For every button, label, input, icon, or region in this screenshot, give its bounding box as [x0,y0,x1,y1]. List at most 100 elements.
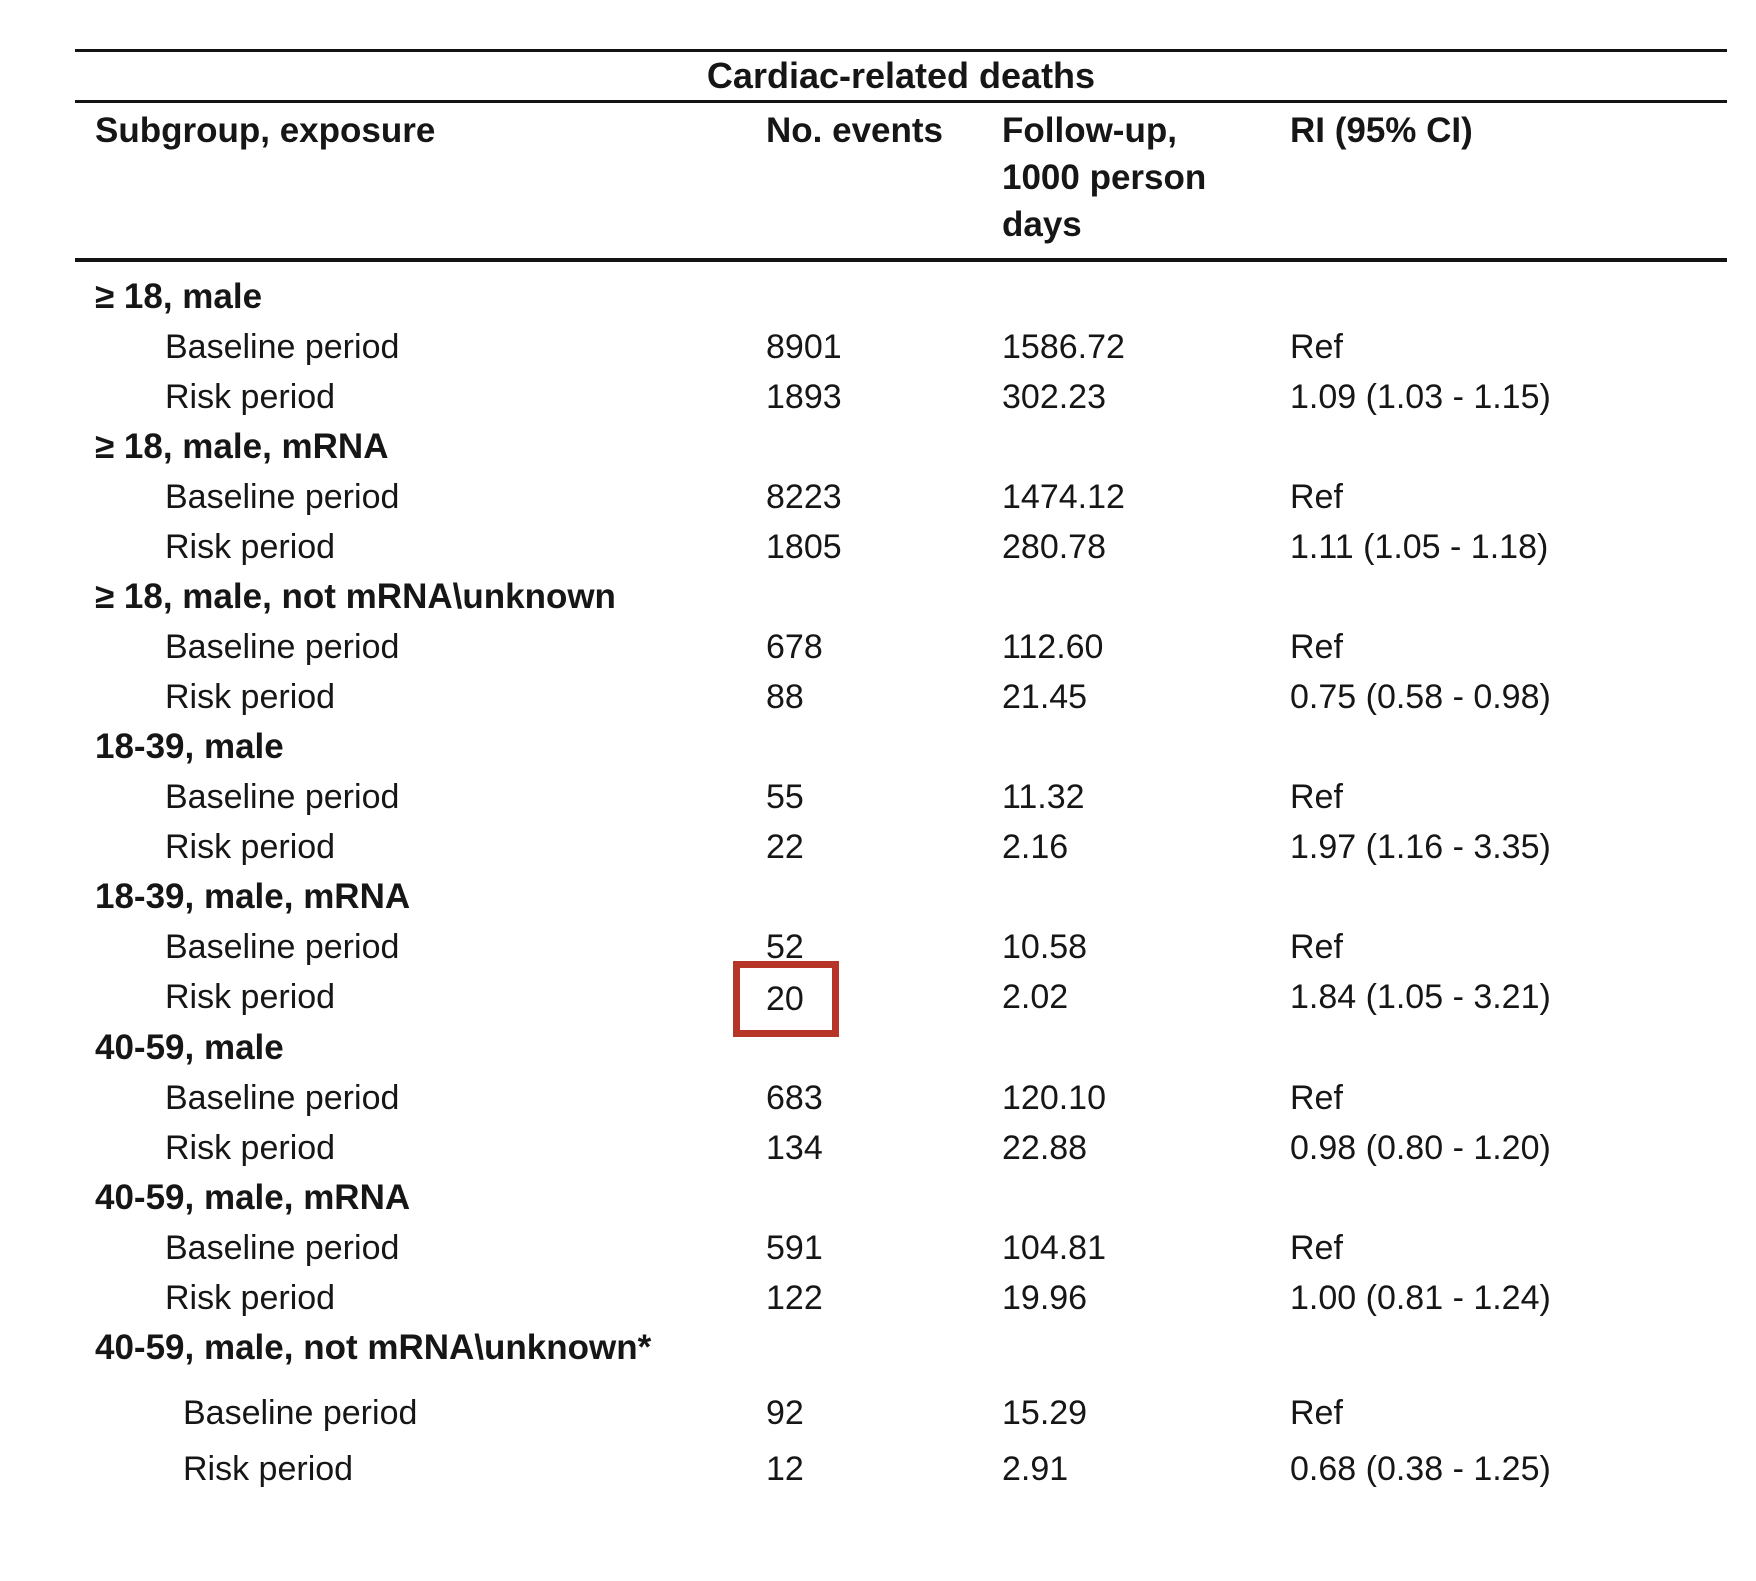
events-cell: 8223 [766,478,842,516]
exposure-cell: Baseline period [165,1229,400,1268]
events-cell: 8901 [766,328,842,366]
highlighted-value: 20 [766,980,804,1019]
group-label: ≥ 18, male, mRNA [95,427,389,466]
ri-cell: Ref [1290,628,1343,666]
followup-cell: 2.91 [1002,1450,1069,1489]
group-row: 40-59, male, not mRNA\unknown* [75,1323,1727,1373]
followup-cell: 2.02 [1002,978,1069,1016]
ri-cell: 0.68 (0.38 - 1.25) [1290,1450,1551,1489]
exposure-cell: Baseline period [165,1079,400,1118]
exposure-cell: Baseline period [165,928,400,966]
group-label: 40-59, male, not mRNA\unknown* [95,1328,652,1368]
table-row: Risk period 22 2.16 1.97 (1.16 - 3.35) [75,822,1727,872]
exposure-cell: Baseline period [165,478,400,516]
exposure-cell: Risk period [165,528,336,566]
results-table: Cardiac-related deaths Subgroup, exposur… [75,49,1727,1494]
group-label: 40-59, male, mRNA [95,1178,411,1218]
events-cell: 55 [766,778,804,816]
table-row: Risk period 134 22.88 0.98 (0.80 - 1.20) [75,1123,1727,1173]
group-row: ≥ 18, male, mRNA [75,422,1727,472]
column-header-followup: Follow-up, 1000 person days [1002,111,1207,244]
table-row: Baseline period 683 120.10 Ref [75,1073,1727,1123]
exposure-cell: Baseline period [183,1394,418,1433]
ri-cell: 1.11 (1.05 - 1.18) [1290,528,1549,566]
exposure-cell: Risk period [183,1450,354,1489]
events-cell: 678 [766,628,823,666]
subgroup-block: ≥ 18, male, mRNA Baseline period 8223 1474.… [75,422,1727,572]
group-label: ≥ 18, male [95,277,263,316]
exposure-cell: Risk period [165,1129,336,1168]
table-row: Baseline period 8223 1474.12 Ref [75,472,1727,522]
events-cell: 92 [766,1394,804,1433]
table-row: Risk period 88 21.45 0.75 (0.58 - 0.98) [75,672,1727,722]
exposure-cell: Baseline period [165,628,400,666]
followup-cell: 1586.72 [1002,328,1125,366]
table-row: Risk period 12 2.91 0.68 (0.38 - 1.25) [75,1444,1727,1494]
subgroup-block: 40-59, male Baseline period 683 120.10 Ref Ri… [75,1023,1727,1173]
followup-cell: 22.88 [1002,1129,1088,1168]
ri-cell: Ref [1290,778,1343,816]
followup-cell: 21.45 [1002,678,1088,716]
ri-cell: Ref [1290,1229,1343,1268]
table-title: Cardiac-related deaths [75,52,1727,103]
events-cell: 1893 [766,378,842,416]
events-cell: 1805 [766,528,842,566]
ri-cell: 1.97 (1.16 - 3.35) [1290,828,1551,866]
events-cell: 134 [766,1129,823,1168]
ri-cell: Ref [1290,328,1343,366]
exposure-cell: Risk period [165,978,336,1016]
group-label: 18-39, male, mRNA [95,877,411,916]
group-row: 18-39, male, mRNA [75,872,1727,922]
ri-cell: Ref [1290,1394,1343,1433]
followup-cell: 302.23 [1002,378,1106,416]
exposure-cell: Baseline period [165,328,400,366]
group-row: 40-59, male, mRNA [75,1173,1727,1223]
followup-cell: 280.78 [1002,528,1106,566]
column-header-subgroup: Subgroup, exposure [95,111,436,150]
exposure-cell: Risk period [165,678,336,716]
ri-cell: 1.09 (1.03 - 1.15) [1290,378,1551,416]
ri-cell: 0.98 (0.80 - 1.20) [1290,1129,1551,1168]
followup-cell: 1474.12 [1002,478,1125,516]
exposure-cell: Risk period [165,828,336,866]
table-header-row: Subgroup, exposure No. events Follow-up,… [75,103,1727,262]
group-row: ≥ 18, male, not mRNA\unknown [75,572,1727,622]
table-row: Baseline period 55 11.32 Ref [75,772,1727,822]
ri-cell: 1.00 (0.81 - 1.24) [1290,1279,1551,1318]
table-body: ≥ 18, male Baseline period 8901 1586.72 Ref R… [75,262,1727,1494]
followup-cell: 19.96 [1002,1279,1088,1318]
ri-cell: Ref [1290,928,1343,966]
exposure-cell: Risk period [165,1279,336,1318]
events-cell: 12 [766,1450,804,1489]
column-header-ri: RI (95% CI) [1290,111,1473,150]
followup-cell: 11.32 [1002,778,1085,816]
table-row: Risk period 1805 280.78 1.11 (1.05 - 1.18) [75,522,1727,572]
group-label: ≥ 18, male, not mRNA\unknown [95,577,616,616]
followup-cell: 112.60 [1002,628,1104,666]
events-cell: 122 [766,1279,823,1318]
events-cell: 22 [766,828,804,866]
group-row: ≥ 18, male [75,272,1727,322]
subgroup-block: 18-39, male Baseline period 55 11.32 Ref Risk… [75,722,1727,872]
exposure-cell: Baseline period [165,778,400,816]
ri-cell: Ref [1290,478,1343,516]
group-label: 18-39, male [95,727,284,766]
table-row: Baseline period 8901 1586.72 Ref [75,322,1727,372]
table-row: Baseline period 591 104.81 Ref [75,1223,1727,1273]
table-row: Baseline period 678 112.60 Ref [75,622,1727,672]
exposure-cell: Risk period [165,378,336,416]
group-label: 40-59, male [95,1028,284,1068]
ri-cell: Ref [1290,1079,1343,1118]
group-row: 18-39, male [75,722,1727,772]
subgroup-block: ≥ 18, male, not mRNA\unknown Baseline per… [75,572,1727,722]
subgroup-block: ≥ 18, male Baseline period 8901 1586.72 Ref R… [75,272,1727,422]
ri-cell: 0.75 (0.58 - 0.98) [1290,678,1551,716]
column-header-events: No. events [766,111,943,150]
subgroup-block: 40-59, male, mRNA Baseline period 591 104.8… [75,1173,1727,1323]
followup-cell: 120.10 [1002,1079,1106,1118]
subgroup-block: 18-39, male, mRNA Baseline period 52 10.58 R… [75,872,1727,1038]
events-cell: 88 [766,678,804,716]
events-cell: 683 [766,1079,823,1118]
events-cell: 20 [733,961,1002,1038]
followup-cell: 15.29 [1002,1394,1088,1433]
